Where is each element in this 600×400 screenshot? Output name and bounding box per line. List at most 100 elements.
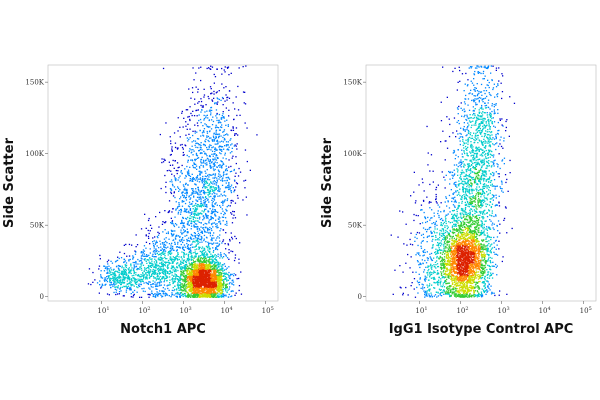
- event-dot: [217, 98, 219, 100]
- event-dot: [164, 264, 166, 266]
- event-dot: [218, 281, 220, 283]
- event-dot: [137, 278, 139, 280]
- event-dot: [171, 150, 173, 152]
- event-dot: [212, 288, 214, 290]
- event-dot: [216, 180, 218, 182]
- event-dot: [184, 177, 186, 179]
- event-dot: [205, 213, 207, 215]
- event-dot: [209, 269, 211, 271]
- event-dot: [186, 238, 188, 241]
- event-dot: [228, 159, 230, 161]
- event-dot: [208, 265, 210, 268]
- event-dot: [212, 280, 214, 282]
- event-dot: [206, 146, 208, 149]
- event-dot: [143, 287, 145, 290]
- event-dot: [198, 228, 200, 230]
- event-dot: [227, 144, 229, 146]
- event-dot: [201, 180, 203, 182]
- event-dot: [160, 254, 162, 256]
- event-dot: [192, 220, 194, 223]
- event-dot: [188, 262, 190, 264]
- event-dot: [240, 293, 243, 295]
- event-dot: [194, 179, 197, 181]
- event-dot: [219, 222, 222, 224]
- event-dot: [171, 293, 174, 296]
- event-dot: [215, 261, 218, 264]
- event-dot: [193, 292, 195, 294]
- event-dot: [144, 276, 146, 278]
- event-dot: [185, 145, 187, 147]
- event-dot: [199, 267, 202, 269]
- event-dot: [118, 280, 121, 282]
- event-dot: [161, 258, 163, 260]
- event-dot: [157, 258, 159, 260]
- event-dot: [208, 276, 210, 279]
- event-dot: [173, 294, 175, 296]
- event-dot: [191, 216, 193, 218]
- event-dot: [181, 164, 183, 167]
- event-dot: [156, 273, 158, 275]
- event-dot: [182, 294, 185, 296]
- event-dot: [199, 213, 201, 215]
- event-dot: [96, 282, 99, 284]
- event-dot: [214, 268, 216, 270]
- event-dot: [169, 282, 171, 284]
- event-dot: [171, 252, 173, 254]
- event-dot: [164, 240, 167, 243]
- event-dot: [221, 201, 224, 203]
- event-dot: [154, 270, 156, 272]
- event-dot: [171, 220, 174, 222]
- event-dot: [156, 294, 159, 296]
- event-dot: [213, 140, 216, 142]
- event-dot: [183, 229, 185, 231]
- event-dot: [98, 292, 100, 294]
- event-dot: [100, 275, 102, 278]
- event-dot: [206, 293, 208, 295]
- event-dot: [115, 277, 117, 279]
- event-dot: [188, 251, 190, 254]
- event-dot: [132, 284, 134, 286]
- event-dot: [192, 240, 194, 243]
- event-dot: [145, 272, 147, 274]
- event-dot: [125, 276, 127, 279]
- event-dot: [199, 278, 201, 280]
- event-dot: [192, 192, 194, 195]
- event-dot: [176, 224, 178, 226]
- event-dot: [200, 226, 202, 228]
- event-dot: [201, 189, 203, 192]
- event-dot: [214, 161, 216, 163]
- event-dot: [101, 283, 103, 285]
- event-dot: [230, 295, 232, 298]
- event-dot: [190, 220, 192, 222]
- event-dot: [219, 280, 221, 282]
- event-dot: [227, 144, 229, 146]
- event-dot: [220, 280, 222, 282]
- event-dot: [170, 246, 172, 248]
- event-dot: [234, 254, 237, 256]
- event-dot: [175, 268, 177, 271]
- event-dot: [173, 280, 175, 282]
- event-dot: [204, 286, 206, 288]
- event-dot: [154, 236, 156, 238]
- event-dot: [217, 295, 219, 297]
- event-dot: [192, 291, 194, 293]
- event-dot: [217, 190, 219, 192]
- event-dot: [173, 239, 175, 241]
- event-dot: [186, 192, 188, 194]
- event-dot: [184, 267, 187, 269]
- event-dot: [168, 289, 170, 291]
- event-dot: [158, 283, 161, 285]
- event-dot: [193, 162, 195, 164]
- event-dot: [205, 283, 207, 285]
- event-dot: [205, 279, 207, 281]
- event-dot: [193, 205, 195, 207]
- event-dot: [219, 283, 221, 285]
- event-dot: [211, 139, 213, 141]
- event-dot: [185, 217, 187, 220]
- event-dot: [140, 251, 143, 253]
- event-dot: [195, 272, 197, 274]
- event-dot: [198, 196, 200, 199]
- event-dot: [216, 248, 219, 251]
- event-dot: [231, 151, 233, 153]
- event-dot: [198, 181, 201, 183]
